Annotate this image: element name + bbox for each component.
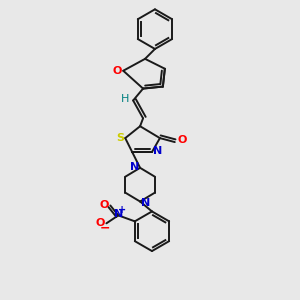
- Text: N: N: [114, 209, 123, 219]
- Text: N: N: [141, 197, 151, 208]
- Text: O: O: [96, 218, 105, 228]
- Text: O: O: [100, 200, 109, 211]
- Text: O: O: [177, 135, 186, 145]
- Text: −: −: [100, 222, 111, 235]
- Text: H: H: [121, 94, 129, 104]
- Text: O: O: [112, 66, 122, 76]
- Text: N: N: [130, 162, 139, 172]
- Text: +: +: [118, 206, 126, 215]
- Text: S: S: [116, 133, 124, 143]
- Text: N: N: [153, 146, 163, 156]
